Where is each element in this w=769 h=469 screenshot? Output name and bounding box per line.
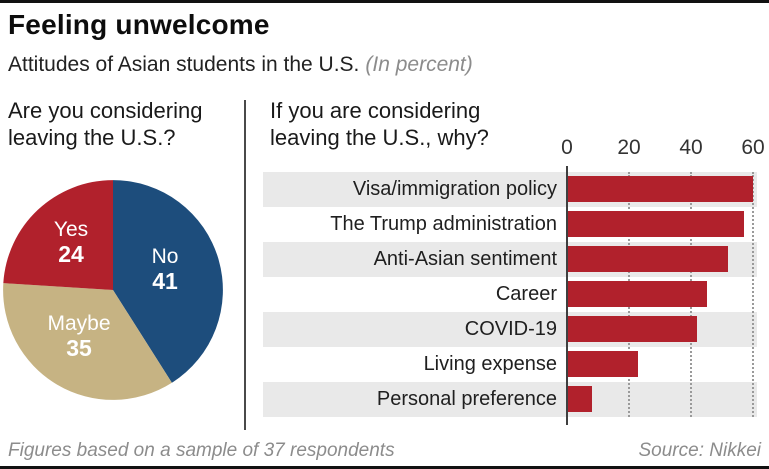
pie-label-no-text: No xyxy=(151,245,179,268)
bar-row: Career xyxy=(263,277,757,312)
bar-question-line1: If you are considering xyxy=(270,98,481,123)
subtitle-text: Attitudes of Asian students in the U.S. xyxy=(8,53,360,76)
pie-slice-maybe xyxy=(3,283,172,400)
section-divider xyxy=(244,100,246,430)
pie-label-yes-text: Yes xyxy=(53,218,89,241)
bar xyxy=(567,351,639,377)
bar-row: Anti-Asian sentiment xyxy=(263,242,757,277)
source-credit: Source: Nikkei xyxy=(638,440,762,461)
page-title: Feeling unwelcome xyxy=(8,9,270,40)
page-subtitle: Attitudes of Asian students in the U.S.(… xyxy=(8,53,473,77)
bar-row-label: The Trump administration xyxy=(330,213,557,235)
bar xyxy=(567,176,753,202)
pie-label-no: No 41 xyxy=(125,244,205,294)
bar xyxy=(567,316,698,342)
bar xyxy=(567,246,729,272)
bar-axis-ticks: 0 20 40 60 xyxy=(0,136,769,162)
pie-question-heading: Are you considering leaving the U.S.? xyxy=(8,97,243,151)
gridline-60 xyxy=(752,172,754,417)
pie-label-maybe: Maybe 35 xyxy=(24,311,134,361)
pie-chart xyxy=(2,179,224,401)
bottom-rule xyxy=(0,466,769,469)
subtitle-unit-note: (In percent) xyxy=(365,53,473,76)
axis-tick-40: 40 xyxy=(679,136,703,159)
bar-question-line2: leaving the U.S., why? xyxy=(270,125,489,150)
bar-row-label: Personal preference xyxy=(376,388,557,410)
bar-question-heading: If you are considering leaving the U.S.,… xyxy=(270,97,570,151)
bar-row-label: Career xyxy=(495,283,557,305)
bar xyxy=(567,211,744,237)
pie-slice-yes xyxy=(3,180,114,290)
footnote: Figures based on a sample of 37 responde… xyxy=(8,440,395,461)
bar xyxy=(567,386,592,412)
bar-row-label: Anti-Asian sentiment xyxy=(373,248,557,270)
pie-slice-no xyxy=(113,180,223,383)
bar-row: Visa/immigration policy xyxy=(263,172,757,207)
bar-row: COVID-19 xyxy=(263,312,757,347)
pie-question-line2: leaving the U.S.? xyxy=(8,125,176,150)
axis-tick-20: 20 xyxy=(617,136,641,159)
bar-rows: Visa/immigration policy The Trump adminis… xyxy=(263,172,757,417)
pie-svg xyxy=(3,180,223,400)
axis-tick-60: 60 xyxy=(741,136,765,159)
top-rule xyxy=(0,0,769,3)
pie-value-no: 41 xyxy=(152,268,178,294)
axis-tick-0: 0 xyxy=(561,136,573,159)
bar-row-label: Visa/immigration policy xyxy=(352,178,557,200)
bar-row-label: COVID-19 xyxy=(464,318,557,340)
pie-label-maybe-text: Maybe xyxy=(47,312,111,335)
bar-row: Living expense xyxy=(263,347,757,382)
pie-value-maybe: 35 xyxy=(66,335,92,361)
pie-label-yes: Yes 24 xyxy=(31,217,111,267)
pie-value-yes: 24 xyxy=(58,241,84,267)
bar-row-label: Living expense xyxy=(423,353,557,375)
pie-question-line1: Are you considering xyxy=(8,98,203,123)
bar-row: The Trump administration xyxy=(263,207,757,242)
bar-axis-zero-line xyxy=(566,166,568,425)
bar xyxy=(567,281,707,307)
bar-row: Personal preference xyxy=(263,382,757,417)
